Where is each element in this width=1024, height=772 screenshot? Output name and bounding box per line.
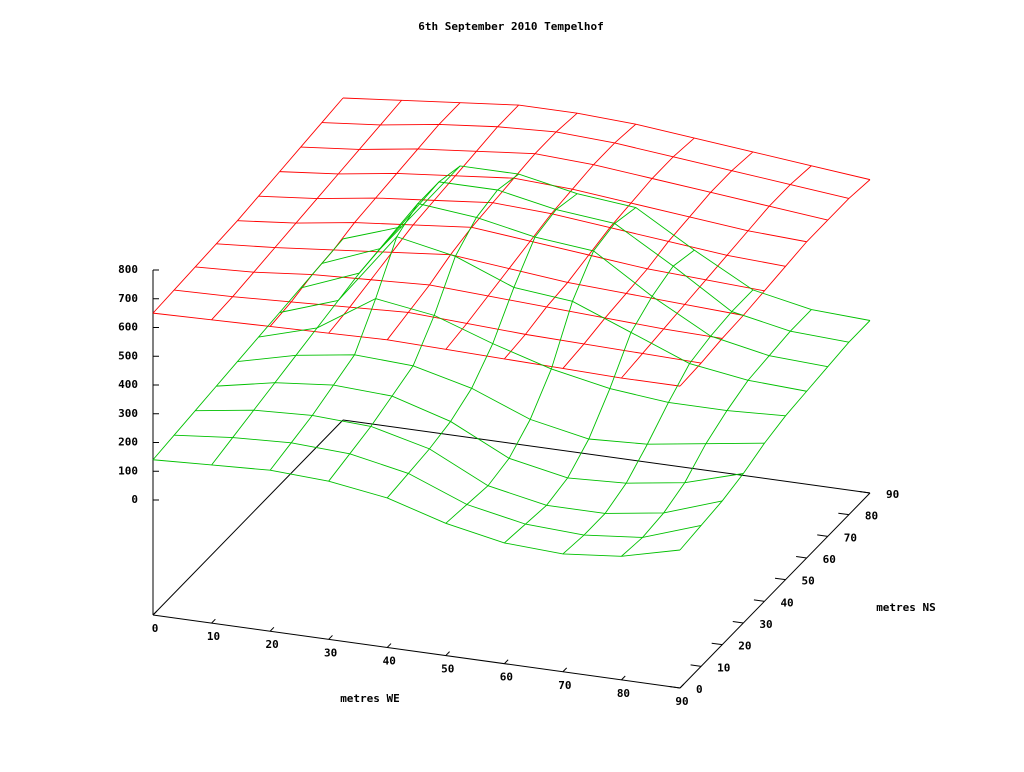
- surface-row: [174, 289, 702, 364]
- y-tick-label: 50: [802, 575, 815, 588]
- surface-column: [269, 165, 461, 471]
- surface-row: [258, 195, 786, 267]
- y-tick: [796, 556, 807, 559]
- surface-row: [237, 354, 765, 445]
- surface-column: [621, 165, 812, 379]
- surface-column: [504, 249, 695, 544]
- x-tick: [562, 667, 568, 673]
- y-axis: [679, 492, 871, 689]
- surface-column: [152, 97, 344, 314]
- x-tick: [445, 651, 450, 656]
- surface-column: [445, 123, 637, 350]
- x-tick: [679, 683, 685, 689]
- y-tick-label: 40: [780, 596, 793, 609]
- x-axis-back: [342, 419, 871, 494]
- surface-row: [195, 409, 723, 514]
- x-tick-label: 40: [383, 654, 396, 667]
- surface-column: [386, 193, 578, 499]
- x-tick-label: 0: [152, 622, 159, 635]
- surface-column: [503, 137, 695, 360]
- surface-column: [562, 289, 754, 555]
- z-tick-label: 200: [118, 436, 138, 449]
- y-tick-label: 0: [696, 683, 703, 696]
- surface-column: [621, 309, 812, 557]
- y-tick-label: 80: [865, 510, 878, 523]
- y-tick-label: 10: [717, 661, 730, 674]
- y-tick-label: 70: [844, 531, 857, 544]
- y-tick: [690, 664, 702, 667]
- surface-column: [445, 207, 637, 524]
- surface-row: [300, 203, 828, 368]
- x-tick-label: 80: [617, 687, 630, 700]
- surface-column: [211, 226, 402, 466]
- y-tick-label: 20: [738, 640, 751, 653]
- x-tick: [386, 643, 392, 648]
- x-tick: [152, 610, 158, 616]
- y-tick-label: 60: [823, 553, 836, 566]
- z-tick-label: 500: [118, 349, 138, 362]
- surface-column: [152, 238, 344, 461]
- surface-row: [321, 181, 849, 343]
- x-tick: [328, 635, 333, 640]
- surface-row: [237, 220, 765, 292]
- surface-column: [386, 112, 578, 341]
- x-axis-label: metres WE: [340, 692, 400, 705]
- surface-row: [342, 165, 871, 321]
- x-tick-label: 20: [265, 638, 278, 651]
- y-tick: [732, 621, 744, 624]
- z-tick-label: 100: [118, 464, 138, 477]
- x-tick: [211, 618, 216, 624]
- y-tick: [669, 686, 681, 689]
- y-tick-label: 30: [759, 618, 772, 631]
- surface-row: [279, 236, 807, 392]
- surface-row: [152, 459, 681, 557]
- surface-row: [342, 97, 871, 181]
- z-tick-label: 300: [118, 407, 138, 420]
- surface-row: [216, 382, 744, 484]
- surface-row: [321, 122, 849, 199]
- surface-column: [269, 102, 461, 327]
- y-axis-back: [152, 419, 344, 616]
- x-tick-label: 50: [441, 663, 454, 676]
- surface-column: [679, 179, 871, 387]
- z-tick-label: 800: [118, 263, 138, 276]
- surface-column: [328, 104, 519, 334]
- z-tick-label: 700: [118, 292, 138, 305]
- x-tick: [621, 675, 626, 681]
- y-tick: [753, 599, 765, 602]
- surface-column: [211, 100, 402, 321]
- surface-row: [152, 312, 681, 387]
- surface-column: [328, 173, 519, 482]
- x-tick-label: 30: [324, 646, 337, 659]
- z-tick-label: 400: [118, 378, 138, 391]
- x-tick: [269, 626, 275, 632]
- x-tick: [503, 659, 509, 665]
- surface-row: [300, 146, 828, 221]
- y-tick: [859, 491, 871, 494]
- y-tick: [838, 512, 849, 516]
- surface-row: [174, 434, 702, 538]
- z-tick-label: 600: [118, 321, 138, 334]
- chart-title: 6th September 2010 Tempelhof: [418, 20, 603, 33]
- y-axis-label: metres NS: [876, 601, 936, 614]
- x-tick-label: 70: [558, 679, 571, 692]
- y-tick: [711, 642, 723, 646]
- y-tick: [817, 534, 828, 537]
- x-tick-label: 90: [675, 695, 688, 708]
- surface-row: [279, 171, 807, 243]
- y-tick: [774, 577, 786, 581]
- x-tick-label: 10: [207, 630, 220, 643]
- surface-column: [679, 320, 871, 551]
- x-tick-label: 60: [500, 671, 513, 684]
- y-tick-label: 90: [886, 488, 899, 501]
- surface-row: [258, 298, 786, 417]
- surface-row: [195, 266, 723, 339]
- z-tick-label: 0: [131, 493, 138, 506]
- x-axis: [152, 614, 681, 689]
